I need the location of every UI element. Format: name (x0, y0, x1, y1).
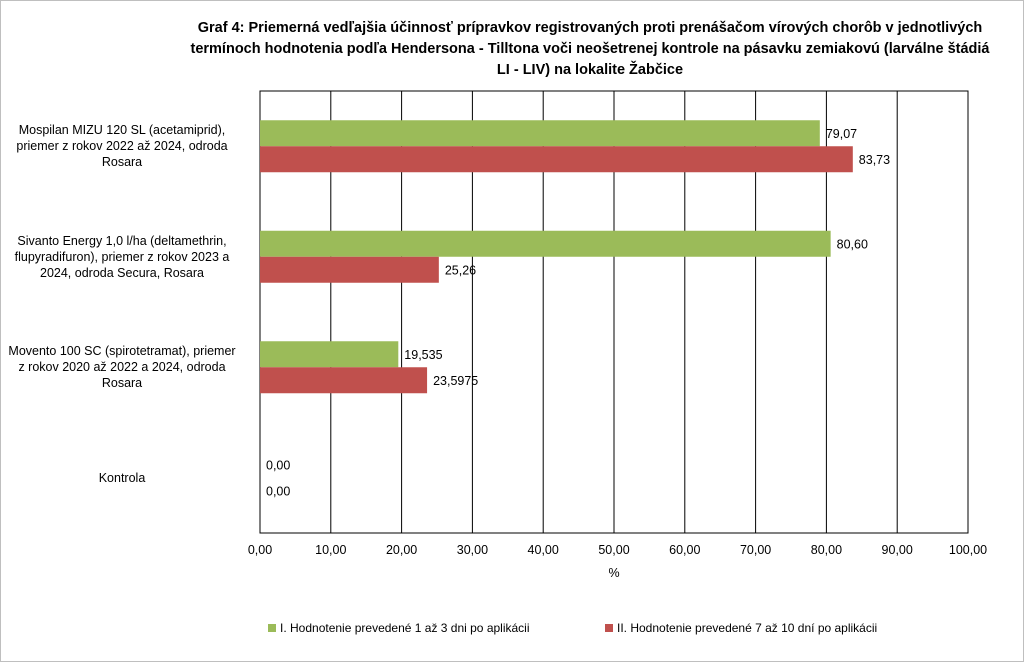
data-label: 0,00 (266, 484, 290, 498)
x-tick-label: 100,00 (949, 543, 987, 557)
x-tick-label: 0,00 (248, 543, 272, 557)
y-category-label-line: z rokov 2020 až 2022 a 2024, odroda (18, 360, 226, 375)
legend-item-series-1: I. Hodnotenie prevedené 1 až 3 dni po ap… (268, 621, 530, 635)
x-tick-label: 70,00 (740, 543, 771, 557)
y-category-label-line: 2024, odroda Secura, Rosara (40, 265, 204, 280)
legend-swatch-series-2 (605, 624, 613, 632)
legend-item-series-2: II. Hodnotenie prevedené 7 až 10 dní po … (605, 621, 877, 635)
data-label: 23,5975 (433, 374, 478, 388)
bar-series-1 (260, 120, 820, 147)
y-category-label: Kontrola (0, 470, 247, 486)
y-category-label: Movento 100 SC (spirotetramat), priemer z… (0, 343, 247, 391)
x-tick-label: 80,00 (811, 543, 842, 557)
y-category-label-line: Rosara (101, 155, 143, 170)
data-label: 80,60 (837, 237, 868, 251)
bar-series-1 (260, 341, 399, 368)
bar-series-1 (260, 230, 831, 257)
plot-area (259, 90, 969, 534)
y-category-label-line: Sivanto Energy 1,0 l/ha (deltamethrin, (17, 233, 227, 248)
x-tick-label: 90,00 (882, 543, 913, 557)
bar-series-2 (260, 146, 853, 173)
data-label: 83,73 (859, 153, 890, 167)
y-category-label-line: Kontrola (98, 470, 146, 485)
x-tick-label: 10,00 (315, 543, 346, 557)
data-label: 25,26 (445, 263, 476, 277)
y-category-label-line: Movento 100 SC (spirotetramat), priemer (8, 344, 236, 359)
x-tick-label: 60,00 (669, 543, 700, 557)
data-label: 19,535 (404, 348, 442, 362)
x-tick-label: 40,00 (528, 543, 559, 557)
x-axis-label: % (608, 566, 619, 580)
y-category-label-line: Rosara (101, 376, 143, 391)
bar-series-2 (260, 367, 428, 394)
data-label: 0,00 (266, 458, 290, 472)
legend-label-series-2: II. Hodnotenie prevedené 7 až 10 dní po … (617, 621, 878, 635)
y-category-label: Sivanto Energy 1,0 l/ha (deltamethrin, fl… (0, 233, 247, 281)
y-category-label: Mospilan MIZU 120 SL (acetamiprid), priem… (0, 122, 247, 170)
y-category-label-line: flupyradifuron), priemer z rokov 2023 a (14, 249, 230, 264)
x-tick-label: 30,00 (457, 543, 488, 557)
chart-title-line: termínoch hodnotenia podľa Hendersona - … (190, 41, 990, 57)
bar-series-2 (260, 256, 439, 283)
y-category-label-line: Mospilan MIZU 120 SL (acetamiprid), (18, 123, 226, 138)
x-tick-label: 50,00 (598, 543, 629, 557)
chart-title-line: LI - LIV) na lokalite Žabčice (496, 62, 684, 78)
y-category-label-line: priemer z rokov 2022 až 2024, odroda (16, 139, 228, 154)
legend-label-series-1: I. Hodnotenie prevedené 1 až 3 dni po ap… (280, 621, 530, 635)
chart-title-line: Graf 4: Priemerná vedľajšia účinnosť prí… (197, 20, 983, 36)
chart-title: Graf 4: Priemerná vedľajšia účinnosť prí… (120, 18, 1024, 81)
legend-swatch-series-1 (268, 624, 276, 632)
x-tick-label: 20,00 (386, 543, 417, 557)
data-label: 79,07 (826, 127, 857, 141)
